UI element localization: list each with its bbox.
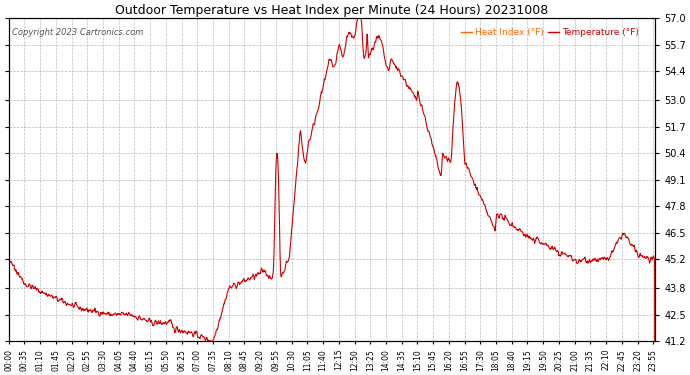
- Legend: Heat Index (°F), Temperature (°F): Heat Index (°F), Temperature (°F): [457, 25, 642, 41]
- Title: Outdoor Temperature vs Heat Index per Minute (24 Hours) 20231008: Outdoor Temperature vs Heat Index per Mi…: [115, 4, 549, 17]
- Text: Copyright 2023 Cartronics.com: Copyright 2023 Cartronics.com: [12, 28, 144, 37]
